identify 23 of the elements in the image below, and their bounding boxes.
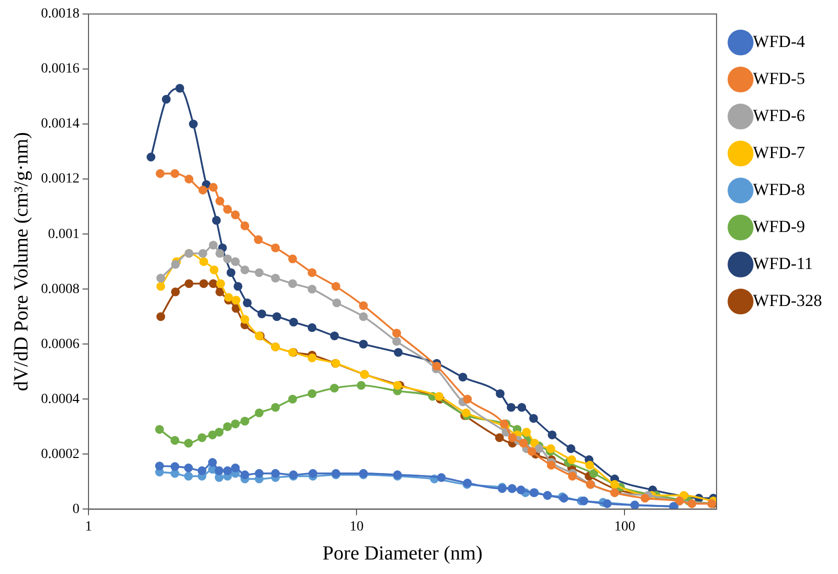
y-tick-label: 0.0012 (41, 172, 80, 187)
legend-label: WFD-328 (753, 290, 822, 310)
y-tick-label: 0.0016 (41, 62, 80, 77)
x-axis-title: Pore Diameter (nm) (322, 542, 483, 564)
y-tick-label: 0.0018 (41, 6, 80, 22)
y-tick-label: 0.001 (48, 226, 80, 242)
y-tick-label: 0.0002 (41, 446, 80, 462)
legend-label: WFD-11 (753, 254, 813, 273)
x-tick-label: 1 (85, 519, 92, 534)
y-axis-title: dV/dD Pore Volume (cm³/g·nm) (10, 132, 32, 392)
y-tick-label: 0.0006 (41, 336, 80, 352)
legend-label: WFD-6 (753, 106, 806, 125)
y-tick-label: 0.0008 (41, 282, 80, 297)
legend-label: WFD-8 (753, 180, 806, 199)
legend-label: WFD-7 (753, 142, 806, 162)
legend-label: WFD-4 (753, 32, 806, 51)
y-tick-label: 0.0014 (41, 116, 80, 132)
legend-label: WFD-9 (753, 216, 806, 236)
x-tick-label: 100 (614, 519, 636, 534)
legend-label: WFD-5 (753, 68, 806, 88)
y-tick-label: 0 (72, 502, 80, 517)
x-tick-label: 10 (350, 519, 364, 534)
y-tick-label: 0.0004 (41, 392, 80, 407)
